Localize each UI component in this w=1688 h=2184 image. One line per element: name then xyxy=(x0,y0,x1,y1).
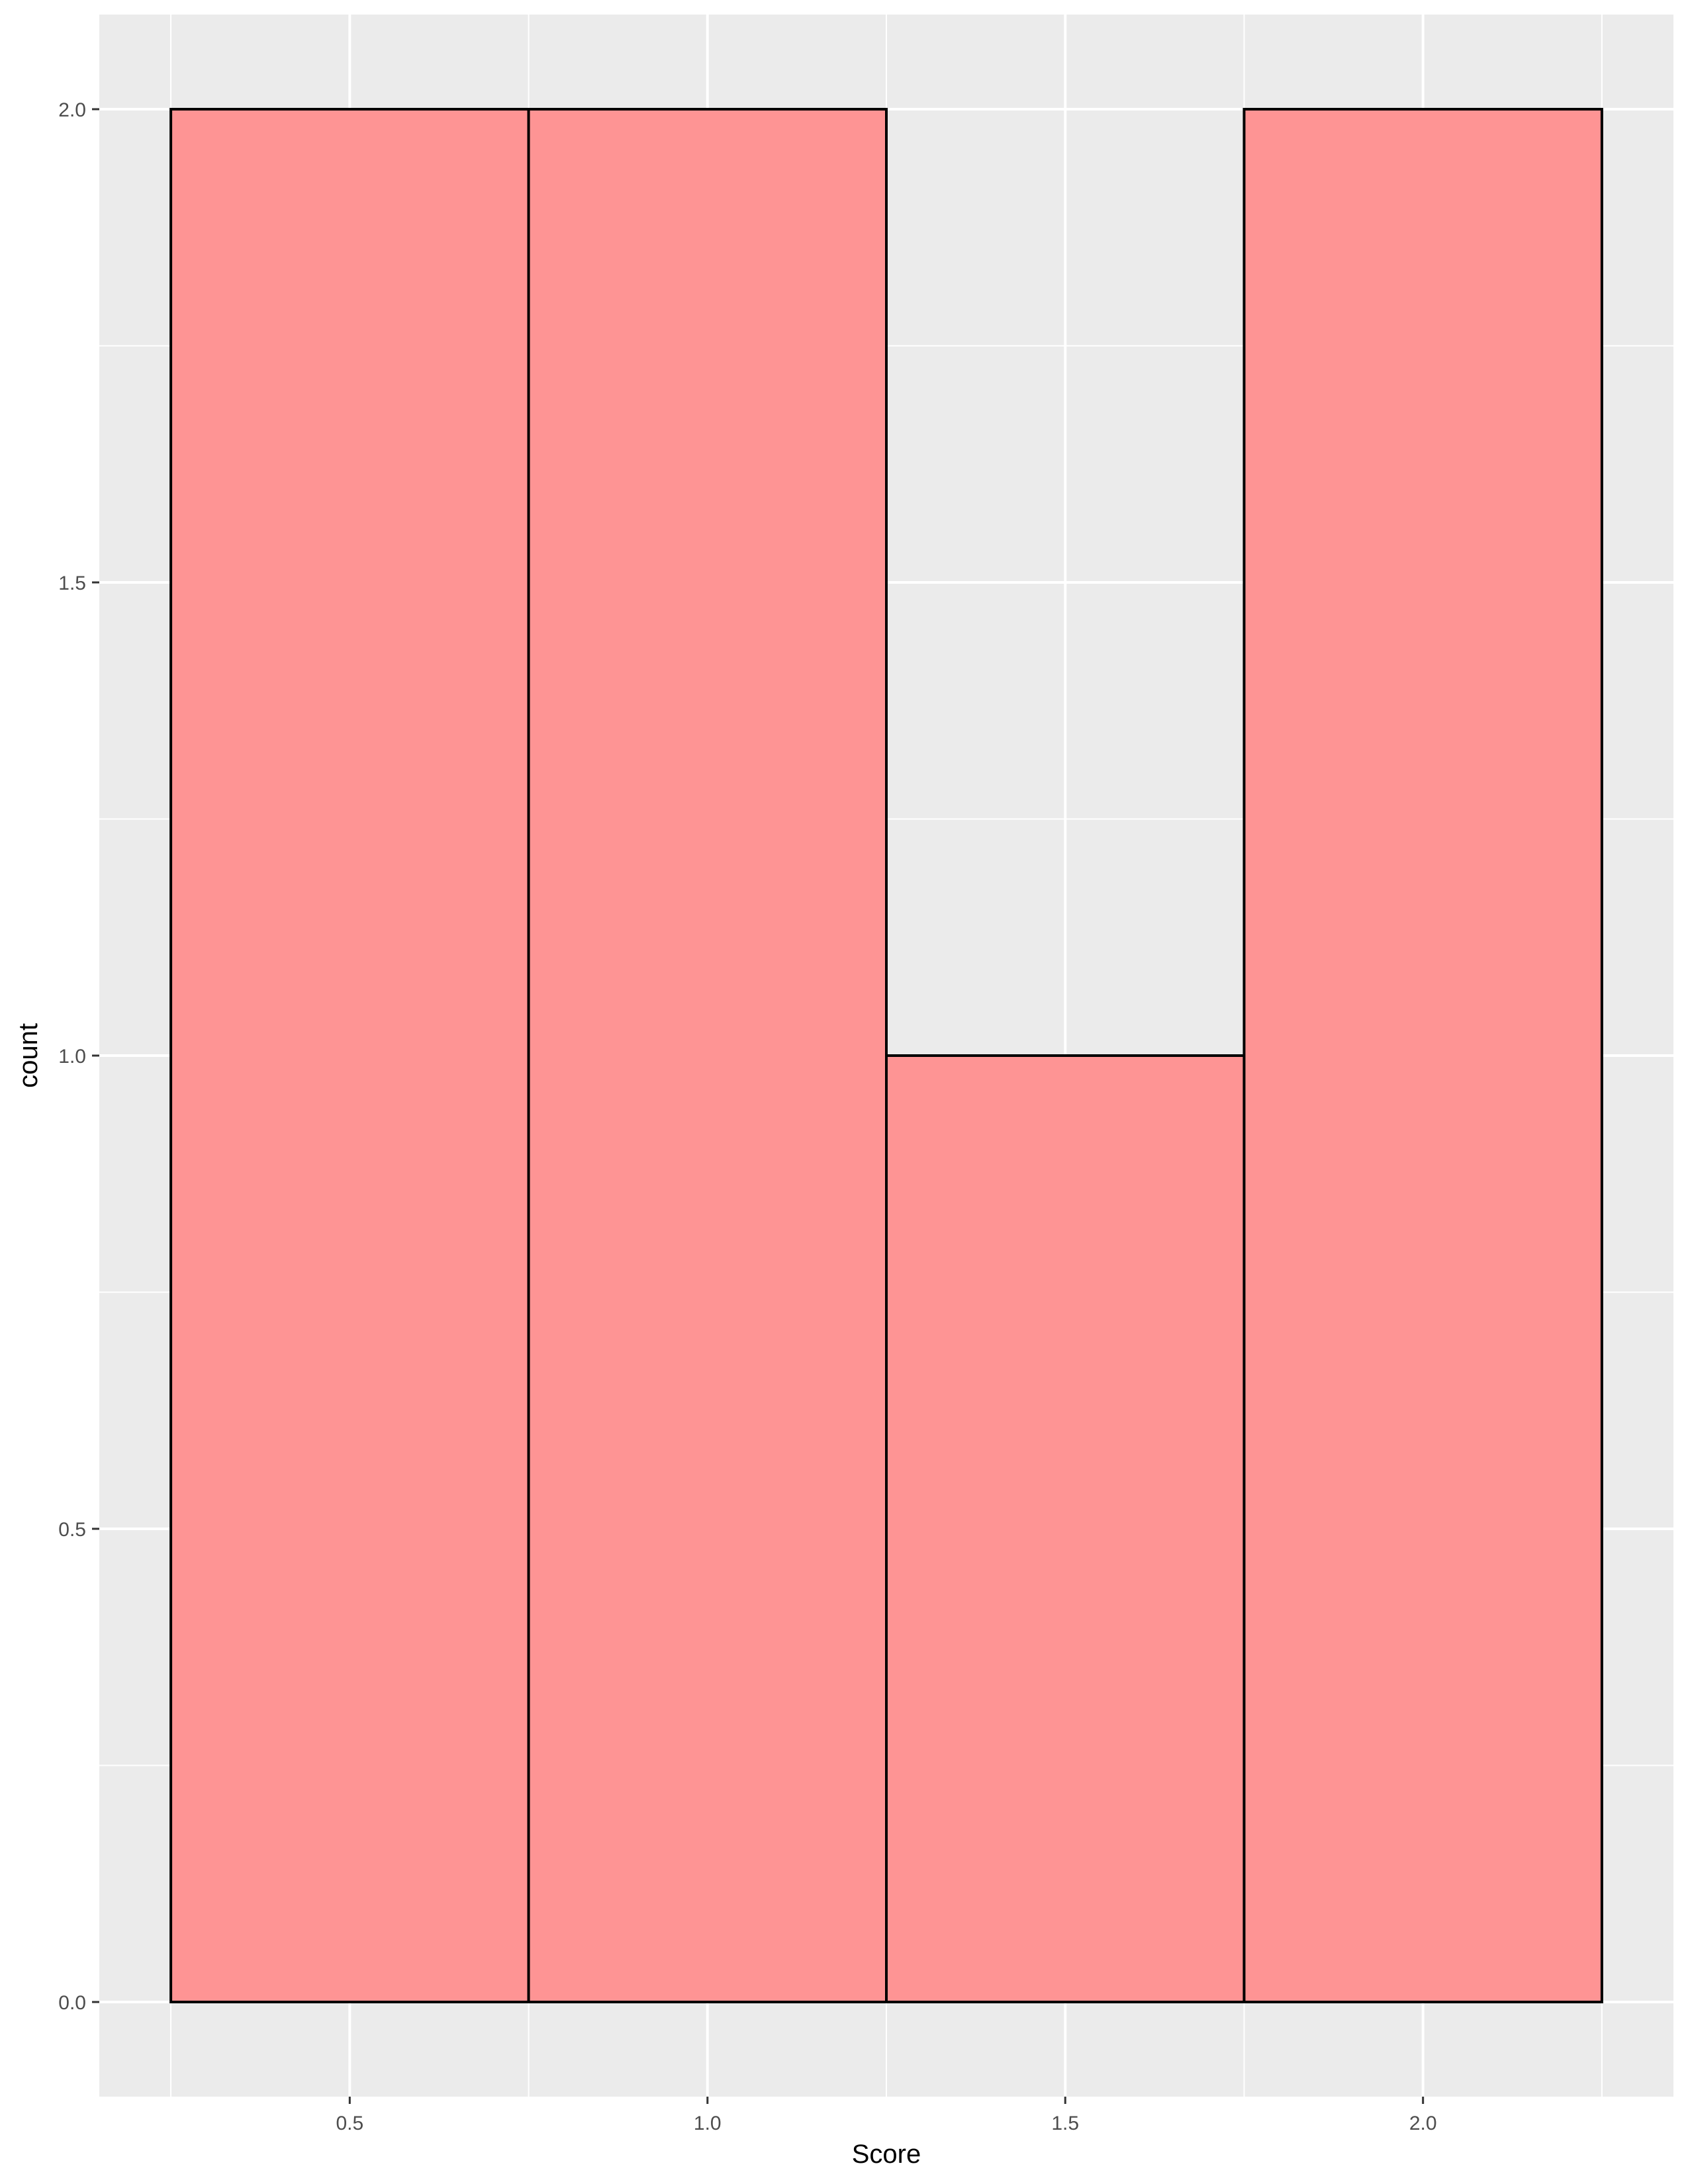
x-tick-label: 2.0 xyxy=(1409,2113,1437,2134)
histogram-bars xyxy=(169,108,1603,2003)
y-tick-label: 0.5 xyxy=(58,1519,86,1541)
y-tick-label: 2.0 xyxy=(58,99,86,121)
y-tick-label: 0.0 xyxy=(58,1992,86,2014)
histogram-bar xyxy=(527,108,888,2003)
histogram-bar xyxy=(1243,108,1603,2003)
x-tick-label: 1.5 xyxy=(1051,2113,1079,2134)
x-axis: 0.5 1.0 1.5 2.0 xyxy=(336,2097,1437,2134)
y-tick-label: 1.5 xyxy=(58,572,86,594)
y-tick-label: 1.0 xyxy=(58,1046,86,1068)
y-axis: 0.0 0.5 1.0 1.5 2.0 xyxy=(58,99,99,2014)
y-axis-title: count xyxy=(14,1023,43,1088)
x-tick-label: 0.5 xyxy=(336,2113,363,2134)
histogram-bar xyxy=(169,108,530,2003)
x-tick-label: 1.0 xyxy=(694,2113,722,2134)
x-axis-title: Score xyxy=(852,2140,921,2169)
histogram-bar xyxy=(885,1054,1246,2003)
